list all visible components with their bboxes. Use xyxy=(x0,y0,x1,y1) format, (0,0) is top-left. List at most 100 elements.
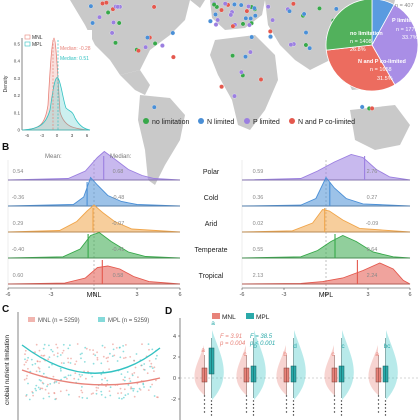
c-point xyxy=(111,355,114,357)
d-letter-mnl: c xyxy=(331,351,335,358)
map-point xyxy=(152,41,158,46)
c-point xyxy=(151,383,154,386)
map-point xyxy=(288,42,294,48)
ridge-mean-label: -0.36 xyxy=(12,195,25,201)
d-outlier xyxy=(252,403,255,406)
c-point xyxy=(156,396,158,398)
c-point xyxy=(62,349,65,352)
c-point xyxy=(41,381,44,384)
pie-p-label: P limited xyxy=(392,18,415,24)
d-outlier xyxy=(340,410,343,413)
c-point xyxy=(105,357,108,360)
ridge-category-tropical: Tropical xyxy=(199,273,224,280)
c-point xyxy=(35,384,38,387)
c-point xyxy=(109,394,112,397)
c-point xyxy=(75,360,78,363)
d-outlier xyxy=(340,400,343,402)
d-letter-mnl: a xyxy=(375,351,379,358)
ridge-mean-label: 0.02 xyxy=(253,221,264,227)
d-outlier xyxy=(210,410,213,413)
c-point xyxy=(53,392,56,395)
c-point xyxy=(67,347,70,350)
c-point xyxy=(53,354,55,356)
d-outlier xyxy=(210,407,213,409)
map-point xyxy=(219,7,224,13)
c-point xyxy=(23,378,26,381)
c-point xyxy=(63,362,65,364)
map-point xyxy=(252,13,258,19)
map-point xyxy=(303,42,309,48)
c-point xyxy=(65,389,68,392)
map-point xyxy=(109,30,115,36)
c-point xyxy=(136,390,139,393)
d-letter-mnl: a xyxy=(201,347,205,354)
d-violin-mpl xyxy=(294,330,306,400)
d-violin-mnl xyxy=(324,345,334,395)
c-point xyxy=(27,382,29,385)
c-point xyxy=(48,344,50,347)
c-point xyxy=(153,366,156,369)
d-outlier xyxy=(210,400,213,402)
d-outlier xyxy=(285,407,288,409)
ridge-median-label: 0.64 xyxy=(367,247,378,253)
d-outlier xyxy=(245,407,248,409)
c-point xyxy=(74,372,77,374)
c-point xyxy=(55,381,58,383)
mean-header-left: Mean: xyxy=(45,154,62,160)
d-letter-mnl: b xyxy=(283,351,287,358)
map-point xyxy=(265,4,271,10)
map-point xyxy=(333,6,339,12)
c-point xyxy=(56,352,59,355)
c-point xyxy=(142,383,145,386)
c-point xyxy=(150,362,153,365)
inset-curve-mnl xyxy=(21,37,91,131)
c-point xyxy=(153,395,156,397)
c-point xyxy=(155,379,157,382)
d-letter-mpl: a xyxy=(211,320,215,327)
map-point xyxy=(252,5,257,11)
c-legend-mpl: MPL (n = 5259) xyxy=(108,318,149,324)
ridge-mean-label: 0.59 xyxy=(253,169,264,175)
c-point xyxy=(38,370,41,373)
inset-density: Density 0.5 0.4 0.3 0.2 0.1 0 -6 -3 0 3 6 Median:… xyxy=(0,30,92,152)
c-point xyxy=(59,367,62,370)
c-point xyxy=(23,363,26,366)
c-point xyxy=(132,389,135,392)
ridge-median-label: 0.58 xyxy=(113,273,124,279)
c-point xyxy=(122,396,125,399)
panel-d: D 4 2 0 -2 MNL MPL F = 3.91 p = 0.004 F = 3… xyxy=(165,306,418,420)
c-point xyxy=(78,395,81,398)
c-point xyxy=(149,386,152,388)
inset-legend-mpl: MPL xyxy=(32,42,43,48)
c-point xyxy=(131,374,134,377)
c-point xyxy=(112,343,114,346)
d-ytick-label: 0 xyxy=(173,376,176,382)
c-point xyxy=(118,346,121,349)
c-point xyxy=(121,397,123,400)
c-point xyxy=(92,362,95,365)
panel-a: Density 0.5 0.4 0.3 0.2 0.1 0 -6 -3 0 3 6 Median:… xyxy=(0,0,419,185)
c-point xyxy=(67,357,69,360)
map-point xyxy=(240,21,246,27)
c-point xyxy=(100,362,103,365)
inset-curve-mpl xyxy=(21,77,91,131)
map-point xyxy=(247,22,252,28)
c-point xyxy=(119,387,122,390)
inset-xtick-label: 3 xyxy=(71,133,74,138)
inset-background xyxy=(0,30,92,152)
c-point xyxy=(94,354,97,357)
c-point xyxy=(58,382,60,384)
c-point xyxy=(100,393,103,396)
pie-p-n: n = 1771 xyxy=(396,27,418,33)
d-ytick-label: 2 xyxy=(173,355,176,361)
d-outlier xyxy=(245,411,248,413)
panel-b: B 0.54 0.68-0.36 -0.480.29 -0.07-0.40 -0.410… xyxy=(2,142,412,299)
pie-np-pct: 31.5% xyxy=(377,76,393,82)
d-ytick-label: 4 xyxy=(173,334,176,340)
map-point xyxy=(222,1,228,7)
c-point xyxy=(80,389,83,392)
c-point xyxy=(67,374,70,377)
c-point xyxy=(124,376,126,379)
c-point xyxy=(133,359,136,362)
pie-slice xyxy=(325,44,396,92)
